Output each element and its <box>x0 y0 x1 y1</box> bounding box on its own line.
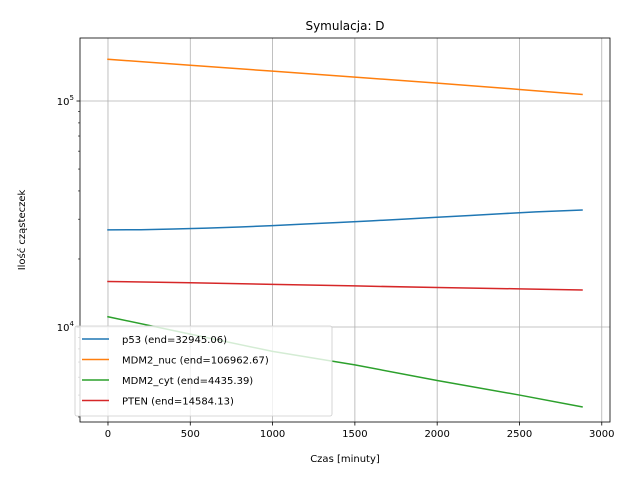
series-line <box>107 280 583 291</box>
y-tick-label-base: 10 <box>57 323 70 334</box>
x-tick-label: 1500 <box>342 429 367 440</box>
legend: p53 (end=32945.06) MDM2_nuc (end=106962.6… <box>74 325 333 417</box>
x-axis-ticks: 0 500 1000 1500 2000 2500 3000 <box>105 422 614 440</box>
x-tick-label: 2500 <box>507 429 532 440</box>
plot-frame <box>79 37 611 423</box>
x-tick-label: 2000 <box>424 429 449 440</box>
y-tick-label: 105 <box>57 94 74 108</box>
legend-label: p53 (end=32945.06) <box>122 335 227 346</box>
y-tick-label-exponent: 5 <box>70 94 74 102</box>
x-tick-label: 0 <box>105 429 111 440</box>
y-tick-label: 104 <box>57 320 75 334</box>
legend-box <box>74 325 333 417</box>
legend-label: PTEN (end=14584.13) <box>122 397 234 408</box>
x-tick-label: 500 <box>181 429 200 440</box>
y-tick-label-base: 10 <box>57 97 70 108</box>
chart-title: Symulacja: D <box>305 19 384 33</box>
series-line <box>107 58 583 96</box>
series-line <box>107 209 583 231</box>
y-tick-label-exponent: 4 <box>70 320 75 328</box>
y-axis-title: Ilość cząsteczek <box>16 190 28 271</box>
x-tick-label: 1000 <box>260 429 285 440</box>
x-tick-label: 3000 <box>589 429 614 440</box>
legend-label: MDM2_cyt (end=4435.39) <box>122 376 253 387</box>
legend-label: MDM2_nuc (end=106962.67) <box>122 356 269 367</box>
series-lines <box>107 58 583 408</box>
x-axis-title: Czas [minuty] <box>310 454 380 465</box>
